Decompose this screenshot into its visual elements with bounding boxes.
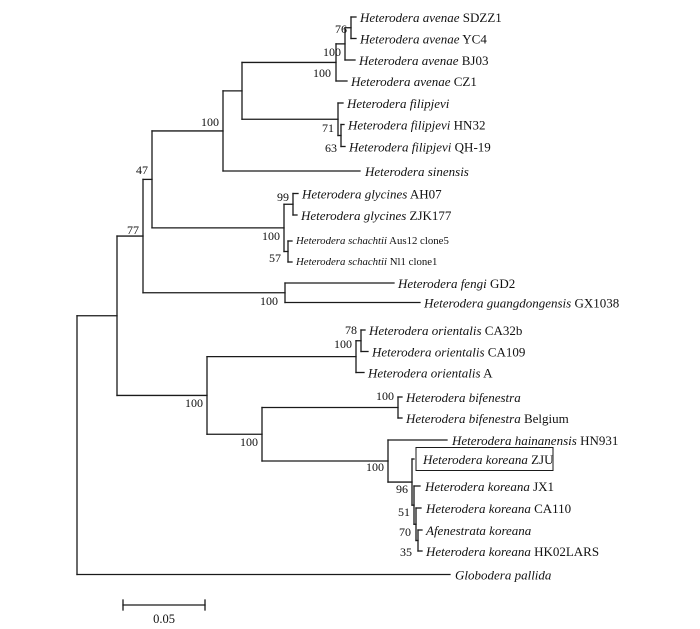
- bootstrap-value: 100: [260, 294, 278, 308]
- taxon-label: Heterodera schachtii Nl1 clone1: [295, 256, 437, 268]
- taxon-label: Heterodera fengi GD2: [397, 276, 515, 291]
- bootstrap-value: 35: [400, 545, 412, 559]
- taxon-label: Heterodera filipjevi QH-19: [348, 139, 491, 154]
- bootstrap-value: 100: [240, 435, 258, 449]
- taxon-label: Afenestrata koreana: [425, 523, 532, 538]
- taxon-label: Globodera pallida: [455, 567, 552, 582]
- bootstrap-value: 78: [345, 323, 357, 337]
- taxon-label: Heterodera koreana HK02LARS: [425, 544, 599, 559]
- bootstrap-value: 71: [322, 121, 334, 135]
- scale-bar-label: 0.05: [153, 612, 175, 626]
- taxon-label: Heterodera koreana CA110: [425, 501, 571, 516]
- taxon-label: Heterodera glycines ZJK177: [300, 208, 452, 223]
- bootstrap-value: 100: [201, 115, 219, 129]
- taxon-label: Heterodera sinensis: [364, 164, 469, 179]
- taxon-label: Heterodera hainanensis HN931: [451, 433, 618, 448]
- taxon-label: Heterodera filipjevi: [346, 96, 450, 111]
- bootstrap-value: 77: [127, 223, 139, 237]
- taxon-label: Heterodera bifenestra: [405, 390, 521, 405]
- bootstrap-value: 100: [313, 66, 331, 80]
- bootstrap-value: 99: [277, 190, 289, 204]
- bootstrap-value: 47: [136, 163, 148, 177]
- taxon-label: Heterodera schachtii Aus12 clone5: [295, 235, 449, 247]
- bootstrap-value: 63: [325, 141, 337, 155]
- bootstrap-value: 100: [323, 45, 341, 59]
- taxon-label: Heterodera guangdongensis GX1038: [423, 295, 619, 310]
- taxon-label: Heterodera avenae BJ03: [358, 53, 489, 68]
- bootstrap-value: 57: [269, 251, 281, 265]
- taxon-label: Heterodera avenae SDZZ1: [359, 10, 502, 25]
- taxon-label: Heterodera avenae YC4: [359, 31, 487, 46]
- taxon-label: Heterodera orientalis A: [367, 365, 493, 380]
- bootstrap-value: 100: [366, 460, 384, 474]
- bootstrap-value: 100: [185, 396, 203, 410]
- bootstrap-value: 76: [335, 22, 347, 36]
- taxon-label: Heterodera filipjevi HN32: [347, 117, 485, 132]
- taxon-label: Heterodera avenae CZ1: [350, 74, 477, 89]
- bootstrap-value: 100: [334, 337, 352, 351]
- bootstrap-value: 100: [262, 229, 280, 243]
- taxon-label: Heterodera koreana ZJU: [422, 452, 554, 467]
- taxon-label: Heterodera orientalis CA109: [371, 344, 525, 359]
- bootstrap-value: 100: [376, 389, 394, 403]
- taxon-label: Heterodera orientalis CA32b: [368, 323, 522, 338]
- highlight-box: [415, 447, 554, 471]
- taxon-label: Heterodera bifenestra Belgium: [405, 411, 569, 426]
- taxon-label: Heterodera koreana JX1: [424, 479, 554, 494]
- taxon-label: Heterodera glycines AH07: [301, 186, 442, 201]
- bootstrap-value: 96: [396, 482, 408, 496]
- bootstrap-value: 70: [399, 525, 411, 539]
- bootstrap-value: 51: [398, 505, 410, 519]
